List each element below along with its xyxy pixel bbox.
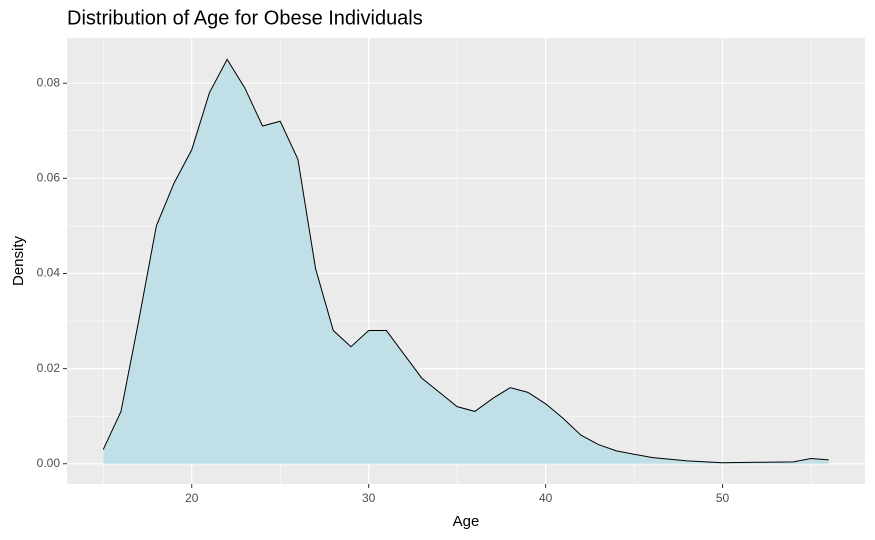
- density-area: [103, 59, 829, 464]
- y-tick-label: 0.00: [37, 456, 61, 470]
- marks: [102, 58, 829, 464]
- y-tick-label: 0.04: [37, 266, 61, 280]
- chart-title: Distribution of Age for Obese Individual…: [67, 7, 423, 29]
- x-tick-label: 20: [185, 491, 199, 505]
- y-axis-title: Density: [10, 235, 27, 286]
- x-tick-label: 50: [716, 491, 730, 505]
- y-tick-label: 0.08: [37, 75, 61, 89]
- x-axis-title: Age: [453, 513, 480, 530]
- density-line: [102, 58, 829, 464]
- x-tick-label: 30: [362, 491, 376, 505]
- x-tick-label: 40: [539, 491, 553, 505]
- y-tick-label: 0.02: [37, 361, 61, 375]
- y-tick-label: 0.06: [37, 170, 61, 184]
